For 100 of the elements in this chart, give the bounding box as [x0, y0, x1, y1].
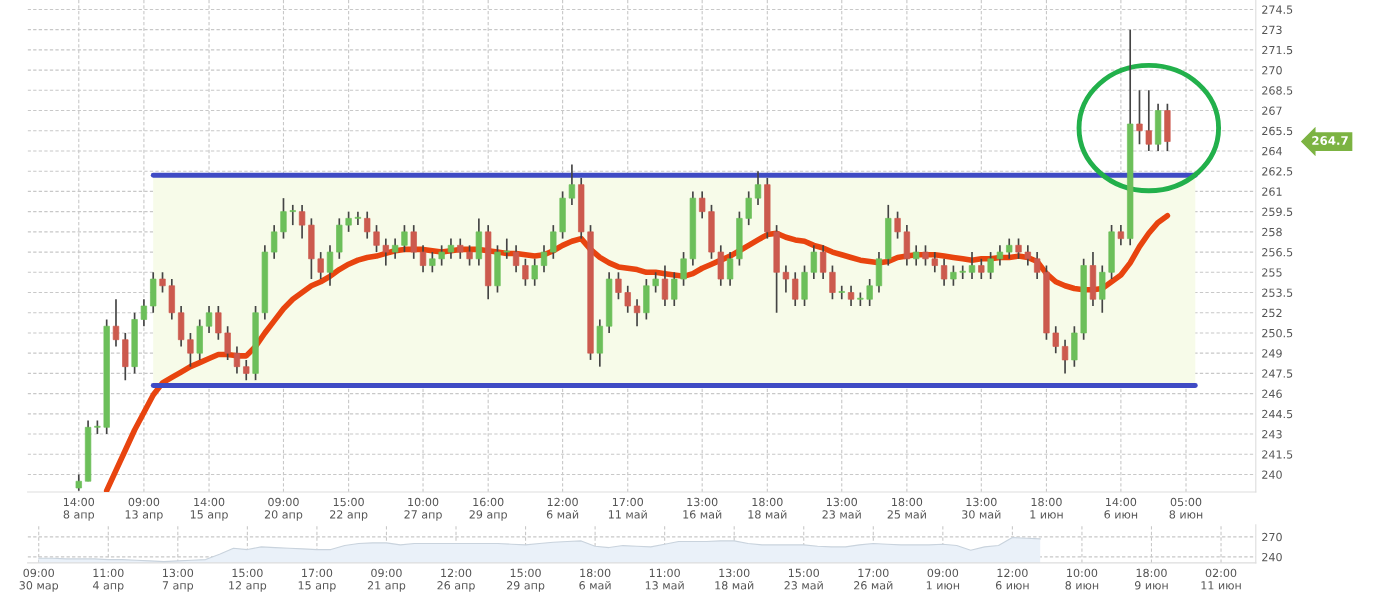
- candlestick: [438, 244, 445, 267]
- candlestick: [624, 284, 631, 314]
- y-tick-label: 256.5: [1262, 248, 1293, 257]
- candlestick: [447, 237, 455, 260]
- candlestick: [419, 244, 427, 274]
- candlestick: [1024, 244, 1031, 267]
- candlestick: [838, 284, 845, 301]
- candlestick: [987, 251, 994, 280]
- x-tick-label: 09:00 21 апр: [367, 568, 406, 592]
- x-tick-label: 13:00 18 май: [715, 568, 754, 590]
- x-tick-label: 17:00 15 апр: [298, 568, 336, 592]
- x-tick-label: 12:00 6 июн: [995, 568, 1029, 590]
- candlestick: [922, 244, 929, 267]
- candlestick: [345, 210, 352, 233]
- x-tick-label: 12:00 6 май: [546, 497, 579, 519]
- candlestick: [550, 224, 557, 260]
- y-tick-label: 253.5: [1262, 288, 1293, 297]
- candlestick: [531, 257, 538, 287]
- y-tick-label: 244.5: [1262, 409, 1293, 419]
- candlestick: [271, 224, 278, 260]
- candlestick: [289, 204, 296, 226]
- y-tick-label: 246: [1262, 389, 1282, 398]
- y-tick-label: 267: [1262, 106, 1282, 115]
- candlestick: [224, 325, 231, 361]
- x-tick-label: 09:00 13 апр: [125, 497, 163, 521]
- x-tick-label: 15:00 29 апр: [506, 568, 545, 592]
- candlestick: [503, 237, 510, 260]
- candlestick: [1061, 338, 1069, 375]
- x-tick-label: 18:00 1 июн: [1030, 497, 1063, 519]
- candlestick: [401, 224, 408, 253]
- candlestick: [391, 237, 399, 260]
- x-tick-label: 17:00 26 май: [854, 568, 893, 590]
- candlestick: [978, 257, 985, 280]
- candlestick: [187, 332, 194, 368]
- y-tick-label: 274.5: [1262, 5, 1293, 14]
- candlestick: [1006, 237, 1013, 260]
- candlestick: [466, 244, 473, 267]
- y-tick-label: 268.5: [1262, 86, 1293, 95]
- candlestick: [829, 264, 836, 301]
- candlestick: [457, 237, 464, 260]
- y-tick-label: 255: [1262, 268, 1282, 277]
- candlestick: [968, 251, 976, 280]
- candlestick: [1034, 251, 1041, 280]
- candlestick: [894, 210, 901, 240]
- candlestick: [280, 197, 287, 240]
- candlestick: [326, 244, 334, 287]
- candlestick: [792, 271, 799, 307]
- candlestick: [671, 271, 678, 307]
- text: 264.7: [1312, 136, 1348, 145]
- x-tick-label: 11:00 4 апр: [92, 568, 124, 592]
- candlestick: [699, 190, 706, 220]
- candlestick: [364, 210, 371, 240]
- candlestick: [782, 264, 790, 294]
- candlestick: [215, 305, 222, 341]
- candlestick: [540, 244, 548, 274]
- x-tick-label: 18:00 9 июн: [1134, 568, 1168, 590]
- candlestick: [429, 251, 436, 274]
- x-tick-label: 13:00 30 май: [962, 497, 1001, 519]
- x-tick-label: 18:00 6 май: [579, 568, 611, 590]
- candlestick: [1052, 325, 1059, 355]
- x-tick-label: 10:00 8 июн: [1065, 568, 1099, 590]
- x-tick-label: 10:00 27 апр: [404, 497, 442, 521]
- x-tick-label: 14:00 15 апр: [190, 497, 228, 521]
- x-tick-label: 16:00 29 апр: [469, 497, 507, 521]
- candlestick: [1015, 237, 1022, 260]
- y-tick-label: 240: [1262, 470, 1282, 479]
- y-tick-label: 240: [1262, 552, 1282, 562]
- y-tick-label: 241.5: [1262, 450, 1293, 459]
- x-tick-label: 02:00 11 июн: [1201, 568, 1241, 590]
- x-tick-label: 09:00 30 мар: [19, 568, 59, 592]
- candlestick: [298, 204, 306, 240]
- candlestick: [959, 264, 966, 280]
- y-tick-label: 265.5: [1262, 126, 1293, 136]
- x-tick-label: 09:00 20 апр: [264, 497, 303, 521]
- candlestick: [317, 251, 324, 280]
- x-tick-label: 13:00 16 май: [683, 497, 722, 519]
- y-tick-label: 249: [1262, 349, 1282, 358]
- candlestick: [568, 163, 576, 206]
- x-tick-label: 15:00 22 апр: [330, 497, 368, 521]
- y-tick-label: 243: [1262, 430, 1282, 439]
- y-tick-label: 270: [1262, 66, 1282, 75]
- candlestick: [661, 264, 669, 307]
- candlestick: [633, 298, 641, 328]
- candlestick: [205, 305, 213, 334]
- candlestick: [382, 237, 389, 267]
- y-tick-label: 259.5: [1262, 207, 1293, 217]
- candlestick: [112, 298, 120, 348]
- x-tick-label: 18:00 18 май: [748, 497, 787, 519]
- y-tick-label: 250.5: [1262, 328, 1293, 338]
- x-tick-label: 17:00 11 май: [608, 497, 647, 519]
- candlestick: [354, 210, 362, 226]
- x-tick-label: 14:00 8 апр: [63, 497, 95, 521]
- candlestick: [522, 257, 529, 287]
- y-tick-label: 262.5: [1262, 167, 1293, 176]
- candlestick: [140, 298, 148, 328]
- x-tick-label: 18:00 25 май: [887, 497, 926, 519]
- candlestick: [1117, 224, 1125, 247]
- x-tick-label: 05:00 8 июн: [1169, 497, 1203, 519]
- y-tick-label: 258: [1262, 227, 1282, 237]
- y-tick-label: 271.5: [1262, 45, 1293, 55]
